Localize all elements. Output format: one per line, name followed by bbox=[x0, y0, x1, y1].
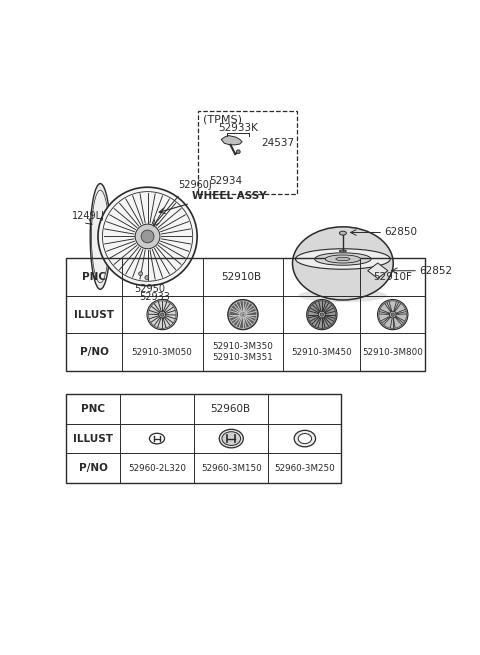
Ellipse shape bbox=[339, 250, 347, 252]
Text: PNC: PNC bbox=[81, 404, 105, 414]
Text: ILLUST: ILLUST bbox=[73, 434, 113, 443]
Ellipse shape bbox=[219, 429, 243, 448]
Text: 52960J: 52960J bbox=[179, 180, 212, 190]
Text: 52933K: 52933K bbox=[218, 123, 258, 133]
Text: 62852: 62852 bbox=[420, 266, 453, 276]
Ellipse shape bbox=[378, 299, 408, 329]
Ellipse shape bbox=[307, 299, 337, 329]
Ellipse shape bbox=[325, 255, 360, 263]
Text: 52910-3M350
52910-3M351: 52910-3M350 52910-3M351 bbox=[213, 343, 273, 362]
Text: 52910F: 52910F bbox=[373, 272, 412, 282]
Circle shape bbox=[159, 311, 166, 318]
Text: ILLUST: ILLUST bbox=[74, 310, 114, 320]
Ellipse shape bbox=[90, 183, 110, 290]
Circle shape bbox=[240, 311, 246, 318]
Circle shape bbox=[241, 313, 245, 316]
Circle shape bbox=[320, 313, 324, 316]
Circle shape bbox=[135, 224, 160, 249]
Ellipse shape bbox=[292, 227, 393, 300]
Text: 52950: 52950 bbox=[134, 284, 166, 295]
Ellipse shape bbox=[336, 257, 350, 261]
Polygon shape bbox=[368, 263, 388, 278]
Text: 52960-2L320: 52960-2L320 bbox=[128, 464, 186, 473]
Text: 52910-3M450: 52910-3M450 bbox=[291, 348, 352, 357]
Ellipse shape bbox=[228, 299, 258, 329]
Text: 24537: 24537 bbox=[262, 138, 295, 148]
Text: 62850: 62850 bbox=[385, 227, 418, 238]
Text: 52910B: 52910B bbox=[221, 272, 261, 282]
Text: P/NO: P/NO bbox=[79, 463, 108, 473]
Text: (TPMS): (TPMS) bbox=[203, 114, 241, 124]
Bar bbox=[66, 394, 341, 483]
Bar bbox=[66, 258, 425, 371]
Ellipse shape bbox=[298, 434, 312, 443]
Text: 52960-3M250: 52960-3M250 bbox=[275, 464, 335, 473]
Circle shape bbox=[141, 230, 154, 243]
Text: 52910-3M050: 52910-3M050 bbox=[132, 348, 192, 357]
Circle shape bbox=[391, 313, 395, 316]
Text: 52910-3M800: 52910-3M800 bbox=[362, 348, 423, 357]
Ellipse shape bbox=[222, 432, 240, 445]
Polygon shape bbox=[221, 136, 242, 145]
Circle shape bbox=[145, 276, 149, 280]
Text: PNC: PNC bbox=[82, 272, 106, 282]
Ellipse shape bbox=[147, 299, 178, 329]
Text: 52933: 52933 bbox=[139, 292, 170, 302]
Bar bbox=[198, 111, 297, 194]
Circle shape bbox=[139, 272, 143, 276]
Circle shape bbox=[160, 313, 164, 316]
Text: WHEEL ASSY: WHEEL ASSY bbox=[192, 191, 266, 201]
Text: 52960-3M150: 52960-3M150 bbox=[201, 464, 262, 473]
Ellipse shape bbox=[92, 190, 109, 283]
Text: P/NO: P/NO bbox=[80, 347, 108, 358]
Text: 52934: 52934 bbox=[209, 176, 242, 187]
Ellipse shape bbox=[299, 289, 387, 302]
Text: 52960B: 52960B bbox=[211, 404, 251, 414]
Ellipse shape bbox=[296, 249, 390, 269]
Circle shape bbox=[389, 311, 396, 318]
Text: 1249LJ: 1249LJ bbox=[72, 211, 105, 221]
Circle shape bbox=[319, 311, 325, 318]
Ellipse shape bbox=[339, 231, 347, 235]
Ellipse shape bbox=[294, 430, 315, 447]
Circle shape bbox=[236, 150, 240, 154]
Ellipse shape bbox=[98, 187, 197, 286]
Ellipse shape bbox=[315, 253, 371, 265]
